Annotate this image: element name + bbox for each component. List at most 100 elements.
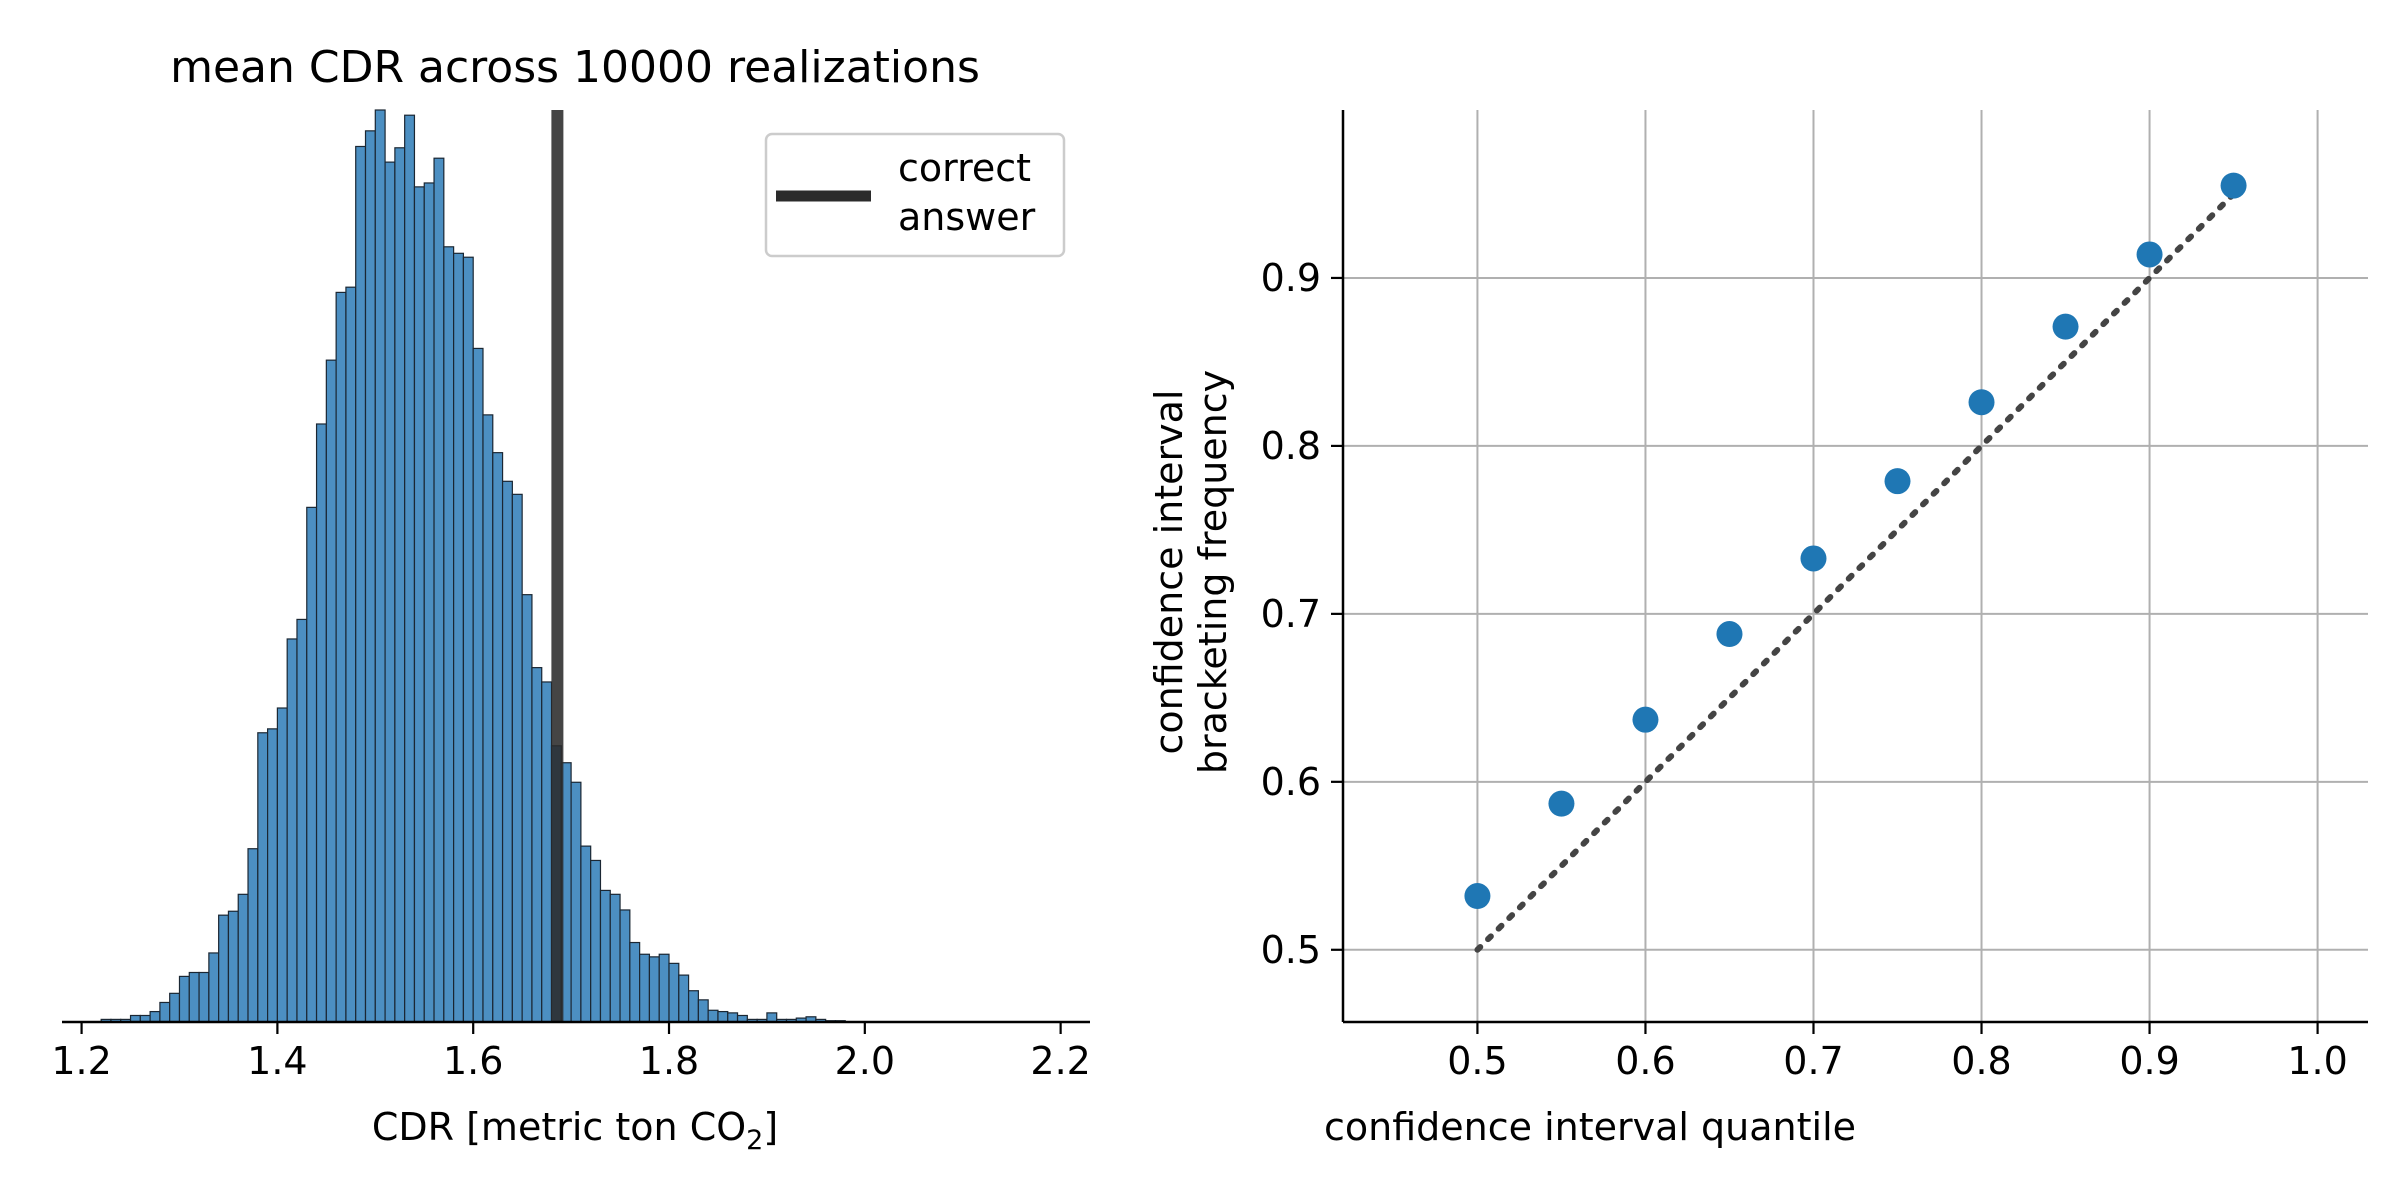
scatter-point <box>2052 313 2079 340</box>
histogram-bar <box>492 452 504 1023</box>
histogram-bar <box>188 971 200 1023</box>
histogram-bar <box>296 618 308 1023</box>
histogram-bar <box>257 732 269 1023</box>
histogram-x-tick-label: 2.0 <box>835 1039 895 1083</box>
histogram-bar <box>276 707 288 1023</box>
histogram-bar <box>178 975 190 1023</box>
reference-diagonal-line <box>1474 190 2237 953</box>
histogram-x-tick-label: 1.4 <box>247 1039 307 1083</box>
scatter-y-tick-label: 0.5 <box>1261 928 1321 972</box>
histogram-bar <box>462 256 474 1023</box>
histogram-bar <box>237 893 249 1023</box>
histogram-bar <box>599 889 611 1023</box>
scatter-y-tick-label: 0.9 <box>1261 256 1321 300</box>
histogram-x-tick-label: 1.2 <box>51 1039 111 1083</box>
x-axis-label-main: CDR [metric ton CO <box>372 1105 746 1149</box>
histogram-bar <box>159 1001 171 1023</box>
histogram-bar <box>355 145 367 1023</box>
histogram-bar <box>639 953 651 1023</box>
histogram-bar <box>766 1012 778 1023</box>
histogram-bar <box>501 480 513 1023</box>
y-axis-label-line1: confidence interval <box>1147 390 1191 755</box>
histogram-bar <box>218 914 230 1023</box>
histogram-bar <box>472 347 484 1023</box>
histogram-chart: mean CDR across 10000 realizations 1.2 1.… <box>51 42 1090 1156</box>
scatter-x-tick-label: 0.8 <box>1951 1039 2011 1083</box>
scatter-x-tick-label: 0.6 <box>1615 1039 1675 1083</box>
histogram-bar <box>198 971 210 1023</box>
histogram-x-tick-label: 1.8 <box>639 1039 699 1083</box>
histogram-bar <box>433 157 445 1023</box>
histogram-bar <box>345 286 357 1023</box>
histogram-bar <box>541 681 553 1023</box>
histogram-bar <box>325 359 337 1023</box>
histogram-bar <box>286 638 298 1023</box>
calibration-scatter-chart: 0.5 0.6 0.7 0.8 0.9 1.0 0.5 0.6 0.7 0.8 0.9 confid… <box>1147 110 2368 1149</box>
histogram-bar <box>443 246 455 1023</box>
legend-frame <box>764 132 1066 258</box>
histogram-bar <box>687 990 699 1023</box>
scatter-y-tick-label: 0.7 <box>1261 592 1321 636</box>
histogram-title: mean CDR across 10000 realizations <box>170 42 980 93</box>
scatter-point <box>1632 706 1659 733</box>
histogram-bar <box>482 414 494 1023</box>
legend-label-line1: correct <box>898 146 1031 190</box>
legend-label-line2: answer <box>898 195 1036 239</box>
histogram-bar <box>247 848 259 1023</box>
histogram-bar <box>570 781 582 1023</box>
histogram-bar <box>453 252 465 1023</box>
scatter-point <box>1548 790 1575 817</box>
histogram-bar <box>315 423 327 1023</box>
x-axis-label-subscript: 2 <box>746 1125 763 1156</box>
histogram-x-tick-label: 2.2 <box>1030 1039 1090 1083</box>
histogram-bar <box>697 999 709 1023</box>
scatter-point <box>1968 389 1995 416</box>
scatter-y-axis-label: confidence intervalbracketing frequency <box>1147 370 1235 774</box>
histogram-bar <box>335 291 347 1023</box>
histogram-bar <box>648 956 660 1023</box>
histogram-bar <box>658 953 670 1023</box>
histogram-bar <box>149 1010 161 1023</box>
histogram-bar <box>227 910 239 1023</box>
scatter-x-tick-label: 0.5 <box>1447 1039 1507 1083</box>
histogram-bar <box>394 147 406 1023</box>
histogram-bar <box>619 909 631 1023</box>
scatter-point <box>1716 621 1743 648</box>
histogram-bar <box>629 941 641 1023</box>
histogram-bar <box>511 493 523 1023</box>
scatter-x-tick-label: 0.7 <box>1783 1039 1843 1083</box>
histogram-bars <box>100 109 846 1023</box>
scatter-point <box>1800 545 1827 572</box>
histogram-bar <box>384 161 396 1023</box>
histogram-x-axis: 1.2 1.4 1.6 1.8 2.0 2.2 <box>51 1020 1091 1083</box>
scatter-y-tick-label: 0.6 <box>1261 760 1321 804</box>
scatter-y-tick-label: 0.8 <box>1261 424 1321 468</box>
scatter-points <box>1464 172 2247 910</box>
histogram-bar <box>609 893 621 1023</box>
scatter-point <box>1464 883 1491 910</box>
histogram-bar <box>374 109 386 1023</box>
scatter-point <box>2136 241 2163 268</box>
histogram-bar <box>306 506 318 1023</box>
scatter-point <box>1884 468 1911 495</box>
scatter-x-tick-label: 1.0 <box>2287 1039 2347 1083</box>
scatter-point <box>2220 172 2247 199</box>
histogram-bar <box>423 182 435 1023</box>
scatter-axes: 0.5 0.6 0.7 0.8 0.9 1.0 0.5 0.6 0.7 0.8 0.9 <box>1261 110 2368 1083</box>
histogram-bar <box>208 952 220 1023</box>
histogram-bar <box>717 1010 729 1023</box>
histogram-bar <box>267 728 278 1023</box>
histogram-bar <box>678 974 690 1023</box>
histogram-x-tick-label: 1.6 <box>443 1039 503 1083</box>
scatter-x-tick-label: 0.9 <box>2119 1039 2179 1083</box>
histogram-bar <box>413 186 425 1023</box>
histogram-bar <box>590 859 602 1023</box>
histogram-bar <box>580 845 592 1023</box>
histogram-x-axis-label: CDR [metric ton CO2] <box>372 1105 778 1156</box>
histogram-bar <box>521 594 533 1023</box>
histogram-bar <box>169 992 181 1023</box>
histogram-bar <box>404 114 416 1023</box>
histogram-bar <box>727 1012 739 1023</box>
y-axis-label-line2: bracketing frequency <box>1191 370 1235 774</box>
